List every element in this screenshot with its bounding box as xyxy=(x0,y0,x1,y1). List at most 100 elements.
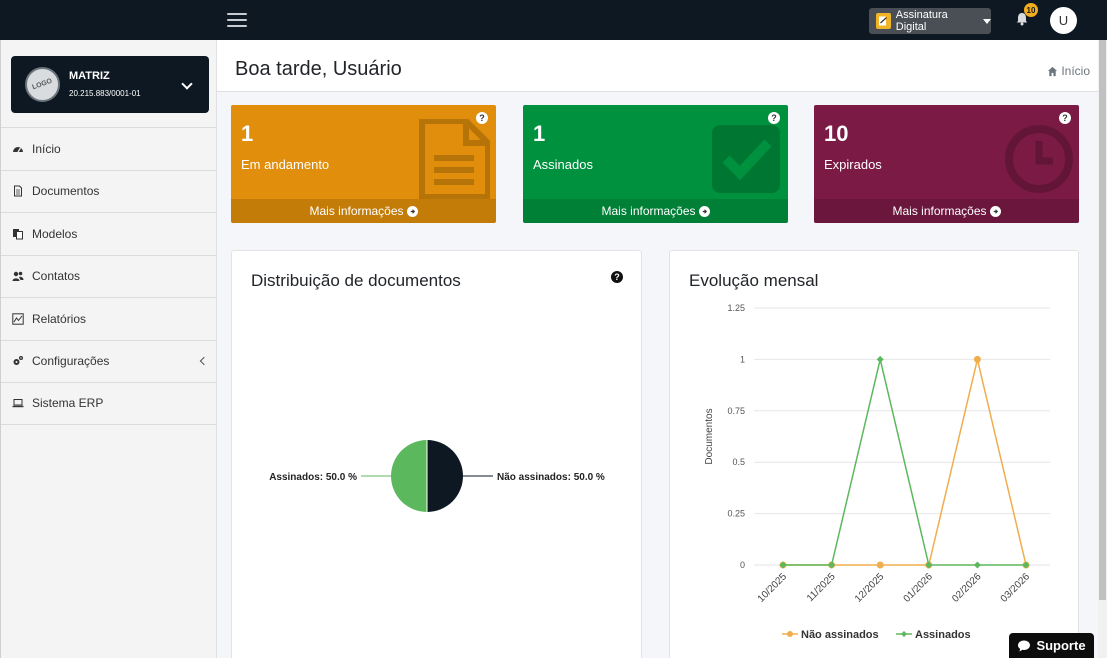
x-tick-label: 03/2026 xyxy=(999,571,1033,605)
sidebar-item-documentos[interactable]: Documentos xyxy=(1,169,217,213)
cogs-icon xyxy=(11,355,24,368)
data-point[interactable] xyxy=(973,355,981,363)
question-circle-icon[interactable]: ? xyxy=(768,112,780,124)
sidebar-item-label: Documentos xyxy=(32,184,100,199)
y-tick-label: 0 xyxy=(740,560,745,570)
vertical-scrollbar[interactable] xyxy=(1098,40,1107,658)
data-point[interactable] xyxy=(876,561,884,569)
pie-chart: Assinados: 50.0 % Não assinados: 50.0 % xyxy=(269,440,605,512)
y-axis-label: Documentos xyxy=(704,408,715,464)
sidebar-item-label: Configurações xyxy=(32,354,110,369)
arrow-circle-right-icon xyxy=(698,205,710,217)
notification-count-badge: 10 xyxy=(1024,3,1038,17)
legend-entry[interactable]: Não assinados xyxy=(801,629,879,641)
arrow-circle-right-icon xyxy=(406,205,418,217)
question-circle-icon[interactable]: ? xyxy=(476,112,488,124)
series-line-1 xyxy=(783,359,1026,566)
chevron-down-icon xyxy=(181,78,193,90)
sidebar-item-contatos[interactable]: Contatos xyxy=(1,254,217,298)
laptop-icon xyxy=(11,397,24,410)
arrow-circle-right-icon xyxy=(989,205,1001,217)
x-tick-label: 01/2026 xyxy=(902,571,936,605)
y-tick-label: 0.25 xyxy=(727,509,745,519)
box-label: Assinados xyxy=(533,157,593,172)
more-info-link[interactable]: Mais informações xyxy=(814,199,1079,223)
sidebar-item-label: Sistema ERP xyxy=(32,396,104,411)
sidebar-item-inicio[interactable]: Início xyxy=(1,127,217,170)
breadcrumb[interactable]: Início xyxy=(1047,64,1090,78)
question-circle-icon[interactable]: ? xyxy=(611,271,623,283)
app-selector-dropdown[interactable]: Assinatura Digital xyxy=(869,8,991,34)
sidebar-item-label: Contatos xyxy=(32,269,81,284)
signature-app-icon xyxy=(876,13,891,29)
company-selector[interactable]: LOGO MATRIZ 20.215.883/0001-01 xyxy=(11,56,209,113)
more-info-link[interactable]: Mais informações xyxy=(523,199,788,223)
x-tick-label: 11/2025 xyxy=(805,571,838,604)
box-label: Em andamento xyxy=(241,157,330,172)
box-count: 1 xyxy=(533,121,546,146)
legend-marker xyxy=(901,631,907,637)
data-point[interactable] xyxy=(828,561,836,569)
more-info-link[interactable]: Mais informações xyxy=(231,199,496,223)
document-icon xyxy=(11,185,24,198)
home-icon xyxy=(1048,66,1058,76)
chart-icon xyxy=(11,312,24,325)
top-navbar: Assinatura Digital 10 U xyxy=(0,0,1107,40)
support-button[interactable]: Suporte xyxy=(1009,633,1094,658)
pie-slice-label: Não assinados: 50.0 % xyxy=(497,472,605,483)
box-count: 1 xyxy=(241,121,254,146)
data-point[interactable] xyxy=(925,561,933,569)
hamburger-menu-icon[interactable] xyxy=(227,13,247,27)
box-label: Expirados xyxy=(824,157,882,172)
x-tick-label: 10/2025 xyxy=(756,571,790,605)
breadcrumb-home[interactable]: Início xyxy=(1061,64,1090,78)
sidebar-menu: Início Documentos Modelos Contatos Relat… xyxy=(1,127,217,425)
y-tick-label: 0.75 xyxy=(727,406,745,416)
main-content: 1 Em andamento ? Mais informações 1 Assi… xyxy=(217,92,1098,658)
app-selector-label: Assinatura Digital xyxy=(895,9,948,33)
dashboard-icon xyxy=(11,142,24,155)
data-point[interactable] xyxy=(876,355,884,363)
pie-slice-1[interactable] xyxy=(427,440,463,512)
y-tick-label: 1 xyxy=(740,354,745,364)
notifications-bell-icon[interactable] xyxy=(1014,11,1030,27)
sidebar-item-relatorios[interactable]: Relatórios xyxy=(1,297,217,340)
pie-slice-0[interactable] xyxy=(391,440,427,512)
chat-bubble-icon xyxy=(1018,640,1031,651)
sidebar: LOGO MATRIZ 20.215.883/0001-01 Início Do… xyxy=(0,40,217,658)
data-point[interactable] xyxy=(973,561,981,569)
sidebar-item-configuracoes[interactable]: Configurações xyxy=(1,339,217,383)
file-text-icon xyxy=(419,119,490,199)
info-box-expirados: 10 Expirados ? Mais informações xyxy=(814,105,1079,223)
caret-down-icon xyxy=(983,18,991,24)
legend-marker xyxy=(787,631,793,637)
data-point[interactable] xyxy=(1022,561,1030,569)
box-count: 10 xyxy=(824,121,849,146)
distribution-card: Distribuição de documentos ? Assinados: … xyxy=(231,250,642,658)
distribution-title: Distribuição de documentos xyxy=(251,271,461,290)
y-tick-label: 0.5 xyxy=(732,457,745,467)
sidebar-item-label: Relatórios xyxy=(32,311,87,326)
sidebar-item-label: Início xyxy=(32,141,61,156)
sidebar-item-label: Modelos xyxy=(32,226,78,241)
company-logo: LOGO xyxy=(25,67,60,102)
pie-slice-label: Assinados: 50.0 % xyxy=(269,472,357,483)
company-cnpj: 20.215.883/0001-01 xyxy=(69,89,141,98)
evolution-title: Evolução mensal xyxy=(689,271,819,290)
users-icon xyxy=(11,270,24,283)
x-tick-label: 12/2025 xyxy=(853,571,887,605)
user-avatar[interactable]: U xyxy=(1050,7,1077,34)
line-chart: 0 0.25 0.5 0.75 1 1.25 Documentos 10/2025 11/202… xyxy=(704,303,1050,641)
evolution-card: Evolução mensal 0 0.25 0.5 0.75 1 1.25 Documen… xyxy=(669,250,1079,658)
legend-entry[interactable]: Assinados xyxy=(915,629,971,641)
sidebar-item-sistema-erp[interactable]: Sistema ERP xyxy=(1,382,217,425)
x-tick-label: 02/2026 xyxy=(950,571,984,605)
info-box-assinados: 1 Assinados ? Mais informações xyxy=(523,105,788,223)
company-name: MATRIZ xyxy=(69,70,110,82)
page-title: Boa tarde, Usuário xyxy=(235,58,402,80)
chevron-left-icon xyxy=(199,356,209,365)
copy-icon xyxy=(11,227,24,240)
sidebar-item-modelos[interactable]: Modelos xyxy=(1,212,217,255)
question-circle-icon[interactable]: ? xyxy=(1059,112,1071,124)
data-point[interactable] xyxy=(779,561,787,569)
